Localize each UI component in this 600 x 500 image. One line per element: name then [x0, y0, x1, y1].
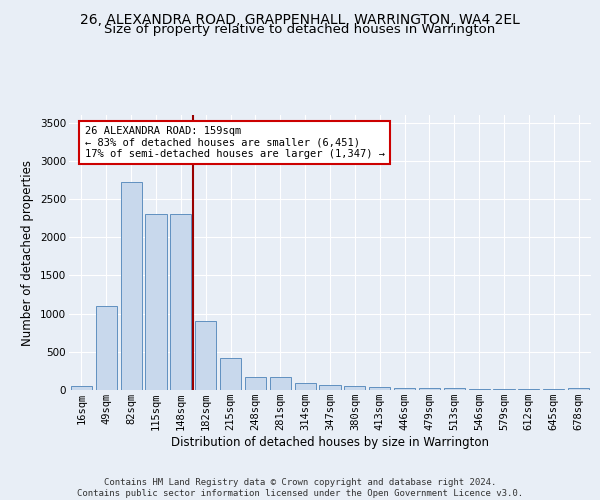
Bar — [444, 388, 465, 390]
X-axis label: Distribution of detached houses by size in Warrington: Distribution of detached houses by size … — [171, 436, 489, 449]
Text: 26 ALEXANDRA ROAD: 159sqm
← 83% of detached houses are smaller (6,451)
17% of se: 26 ALEXANDRA ROAD: 159sqm ← 83% of detac… — [85, 126, 385, 159]
Bar — [170, 214, 191, 390]
Bar — [369, 386, 390, 390]
Bar — [419, 388, 440, 390]
Bar — [270, 378, 291, 390]
Bar — [295, 382, 316, 390]
Text: Contains HM Land Registry data © Crown copyright and database right 2024.
Contai: Contains HM Land Registry data © Crown c… — [77, 478, 523, 498]
Bar — [568, 388, 589, 390]
Bar — [96, 306, 117, 390]
Bar — [469, 389, 490, 390]
Bar — [319, 386, 341, 390]
Bar — [394, 388, 415, 390]
Bar — [195, 322, 216, 390]
Bar — [493, 389, 515, 390]
Bar — [245, 376, 266, 390]
Bar — [145, 214, 167, 390]
Bar — [518, 389, 539, 390]
Text: Size of property relative to detached houses in Warrington: Size of property relative to detached ho… — [104, 22, 496, 36]
Bar — [220, 358, 241, 390]
Bar — [344, 386, 365, 390]
Bar — [71, 386, 92, 390]
Text: 26, ALEXANDRA ROAD, GRAPPENHALL, WARRINGTON, WA4 2EL: 26, ALEXANDRA ROAD, GRAPPENHALL, WARRING… — [80, 12, 520, 26]
Bar — [121, 182, 142, 390]
Y-axis label: Number of detached properties: Number of detached properties — [22, 160, 34, 346]
